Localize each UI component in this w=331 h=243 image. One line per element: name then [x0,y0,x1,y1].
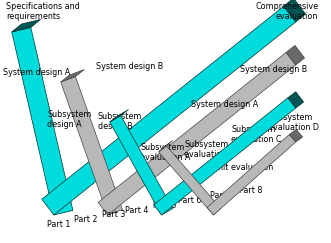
Polygon shape [42,6,296,215]
Polygon shape [289,130,303,142]
Polygon shape [207,134,296,215]
Polygon shape [98,52,296,215]
Polygon shape [110,116,173,215]
Polygon shape [284,0,306,22]
Text: Part 3: Part 3 [102,210,125,219]
Text: Subsystem
evaluation A: Subsystem evaluation A [140,143,190,162]
Text: Part 7: Part 7 [210,191,233,200]
Polygon shape [61,69,84,82]
Polygon shape [12,27,73,215]
Text: Subsystem
evaluation D: Subsystem evaluation D [268,113,319,132]
Text: Subsystem
design A: Subsystem design A [47,110,91,130]
Polygon shape [61,77,122,215]
Text: Unit evaluation: Unit evaluation [212,163,273,172]
Polygon shape [110,110,128,122]
Polygon shape [154,98,296,215]
Text: Subsystem
evaluation B: Subsystem evaluation B [184,140,234,159]
Polygon shape [159,140,173,152]
Polygon shape [12,19,41,32]
Polygon shape [286,45,305,65]
Text: Specifications and
requirements: Specifications and requirements [6,2,80,21]
Text: System design B: System design B [96,62,163,71]
Text: System design A: System design A [3,68,70,77]
Text: Part 2: Part 2 [74,215,98,224]
Text: Part 8: Part 8 [239,186,262,195]
Text: Subsystem
evaluation C: Subsystem evaluation C [231,125,282,144]
Text: Part 5: Part 5 [153,201,176,210]
Text: Part 1: Part 1 [47,220,71,229]
Text: Part 6: Part 6 [178,196,202,205]
Text: Subsystem
design B: Subsystem design B [98,112,142,131]
Polygon shape [159,145,221,215]
Text: Part 4: Part 4 [125,206,149,215]
Polygon shape [288,92,304,108]
Text: Comprehensive
evaluation: Comprehensive evaluation [255,2,318,21]
Text: System design B: System design B [240,65,307,74]
Text: System design A: System design A [191,100,258,109]
